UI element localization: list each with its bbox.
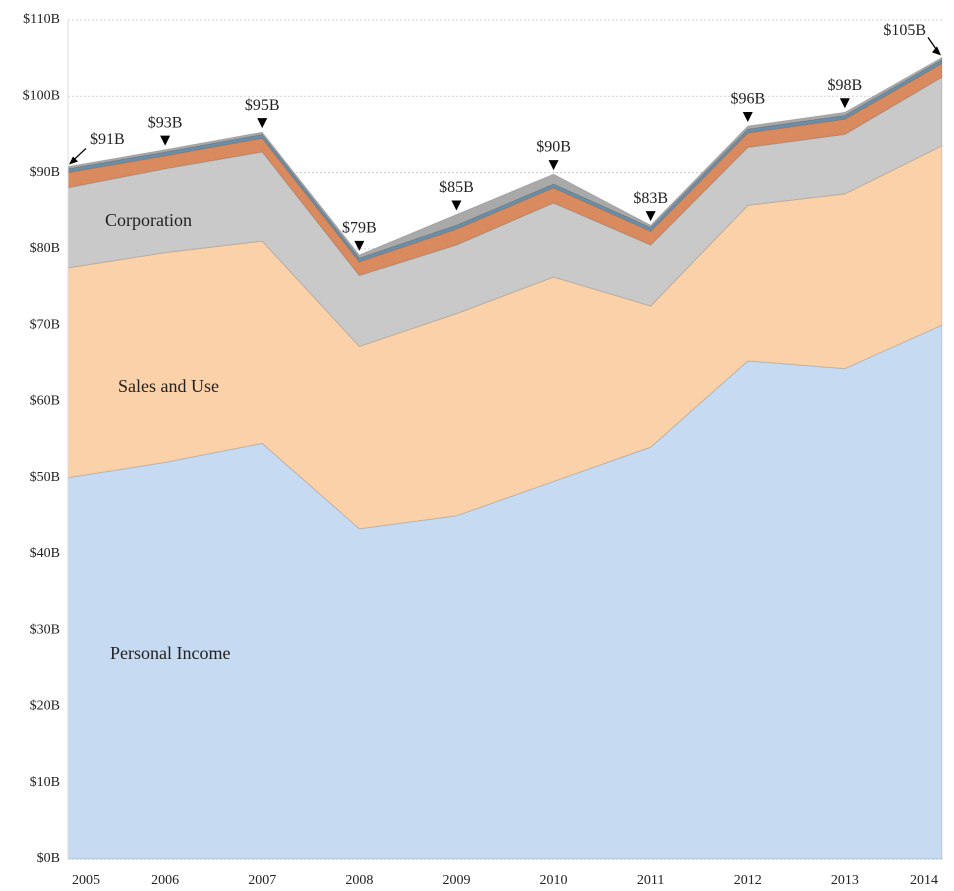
y-tick-label: $20B xyxy=(30,699,60,714)
series-label: Sales and Use xyxy=(118,376,219,396)
area xyxy=(67,58,943,263)
x-tick-label: 2012 xyxy=(734,873,762,888)
x-tick-label: 2013 xyxy=(831,873,859,888)
x-tick-label: 2009 xyxy=(442,873,470,888)
y-tick-label: $50B xyxy=(30,470,60,485)
series-label: Corporation xyxy=(105,210,192,230)
total-label: $95B xyxy=(245,97,280,114)
y-tick-label: $30B xyxy=(30,622,60,637)
x-tick-label: 2007 xyxy=(248,873,276,888)
marker xyxy=(160,135,171,146)
x-tick-label: 2006 xyxy=(151,873,179,888)
y-tick-label: $110B xyxy=(23,12,60,27)
marker xyxy=(354,240,365,251)
area xyxy=(67,56,943,259)
marker xyxy=(839,98,850,109)
total-label: $96B xyxy=(730,91,765,108)
total-label: $83B xyxy=(633,190,668,207)
total-label: $91B xyxy=(90,131,125,148)
y-tick-label: $80B xyxy=(30,241,60,256)
y-tick-label: $60B xyxy=(30,394,60,409)
marker xyxy=(645,211,656,222)
total-label: $85B xyxy=(439,179,474,196)
total-label: $93B xyxy=(148,114,183,131)
x-tick-label: 2005 xyxy=(72,873,100,888)
y-tick-label: $40B xyxy=(30,546,60,561)
y-tick-label: $10B xyxy=(30,775,60,790)
y-tick-label: $90B xyxy=(30,165,60,180)
series-label: Personal Income xyxy=(110,643,230,663)
y-tick-label: $70B xyxy=(30,317,60,332)
total-label: $79B xyxy=(342,220,377,237)
area xyxy=(67,62,943,277)
y-tick-label: $0B xyxy=(37,851,60,866)
x-tick-label: 2008 xyxy=(345,873,373,888)
arrow-head xyxy=(932,46,941,56)
x-tick-label: 2011 xyxy=(637,873,664,888)
arrow-head xyxy=(69,156,78,165)
marker xyxy=(548,160,559,171)
area xyxy=(67,76,943,348)
marker xyxy=(742,112,753,123)
marker xyxy=(451,200,462,211)
x-tick-label: 2010 xyxy=(540,873,568,888)
y-tick-label: $100B xyxy=(23,88,60,103)
marker xyxy=(257,118,268,129)
x-tick-label: 2014 xyxy=(910,873,938,888)
total-label: $98B xyxy=(828,77,863,94)
total-label: $90B xyxy=(536,139,571,156)
total-label: $105B xyxy=(883,22,926,39)
